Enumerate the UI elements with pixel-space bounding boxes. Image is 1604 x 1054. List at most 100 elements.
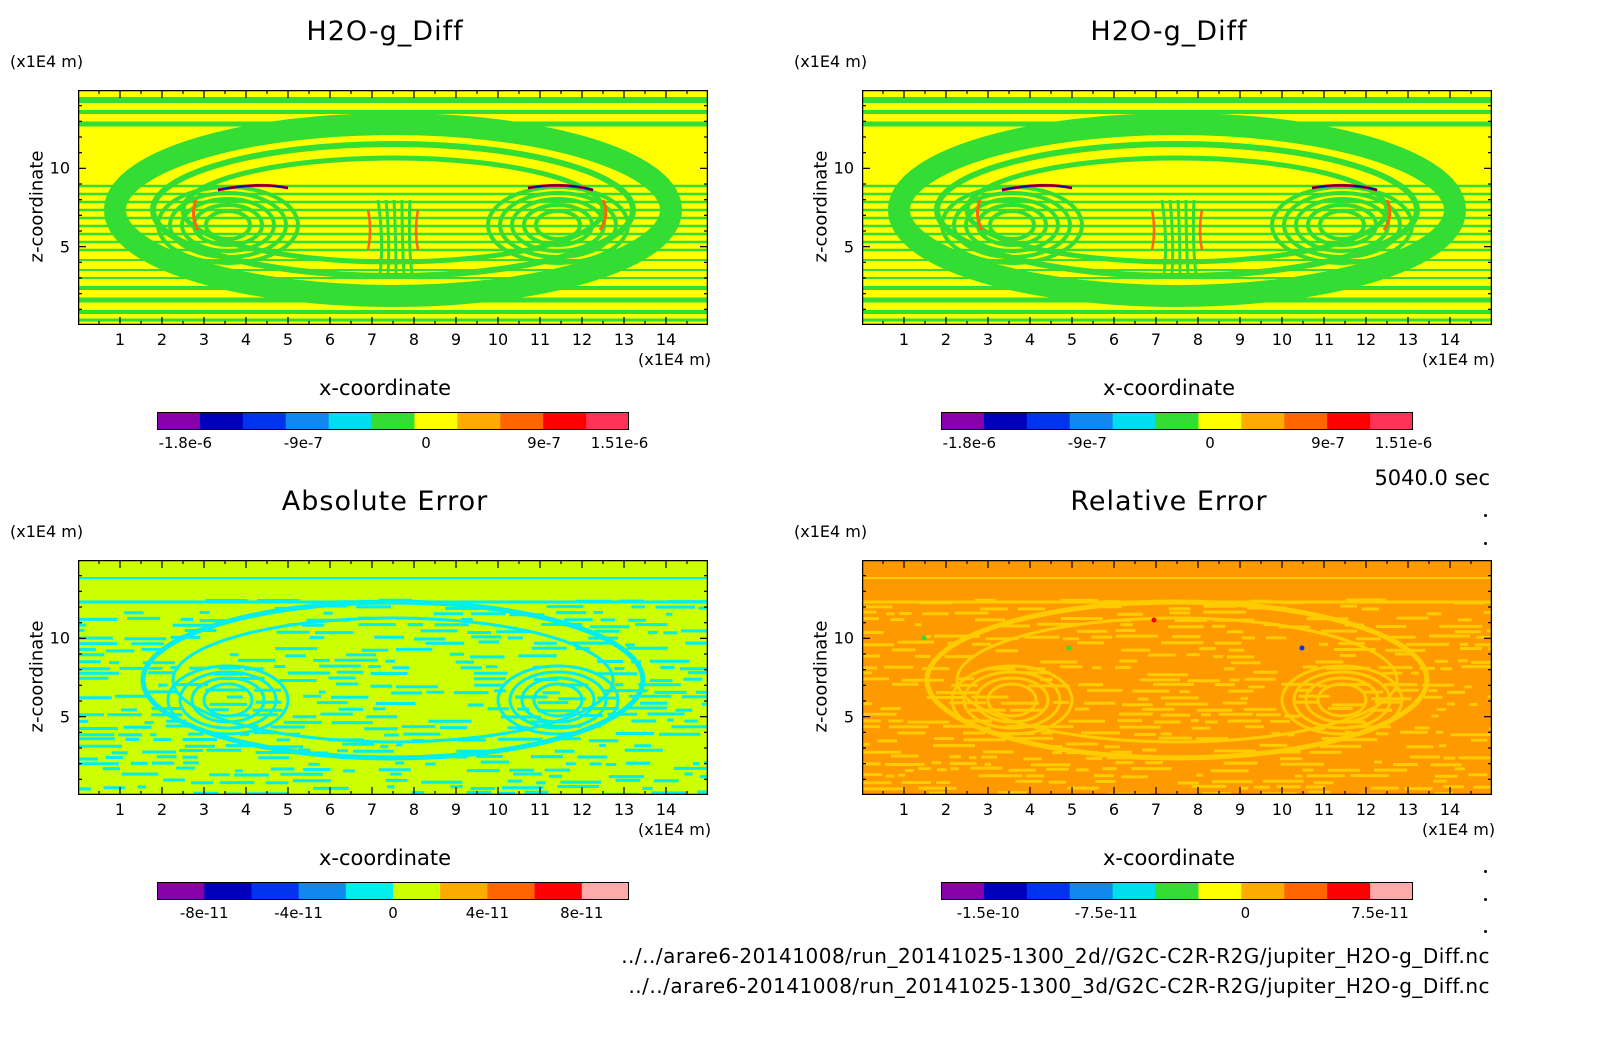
contour-plot <box>78 560 708 795</box>
x-tick-label: 6 <box>324 330 336 349</box>
colorbar-swatch <box>1155 882 1199 900</box>
contour-band <box>964 155 1390 265</box>
colorbar-swatch <box>581 882 629 900</box>
colorbar-swatch <box>298 882 347 900</box>
x-tick-label: 14 <box>655 800 677 819</box>
contour-band <box>150 141 636 279</box>
x-tick-label: 6 <box>1108 800 1120 819</box>
z-ticks: 5 10 <box>814 560 854 795</box>
contour-band <box>534 209 582 241</box>
colorbar-tick-label: -8e-11 <box>179 904 229 922</box>
z-tick-label: 10 <box>49 158 70 178</box>
x-tick-label: 5 <box>282 800 294 819</box>
contour-band <box>522 203 594 247</box>
x-tick-label: 7 <box>1150 330 1162 349</box>
x-tick-label: 11 <box>1313 800 1335 819</box>
contour-band <box>962 670 1062 730</box>
x-tick-label: 13 <box>613 330 635 349</box>
contour-band <box>964 197 1060 253</box>
x-tick-label: 2 <box>940 330 952 349</box>
panel-title: H2O-g_Diff <box>306 16 464 47</box>
contour-band <box>1318 209 1366 241</box>
colorbar-swatch <box>941 412 985 430</box>
x-ticks: 1 2 3 4 5 6 7 8 9 10 11 12 13 14 <box>78 330 708 350</box>
contour-band <box>532 682 584 718</box>
colorbar-swatch <box>1155 412 1199 430</box>
contour-band <box>520 676 596 724</box>
contour-band <box>366 209 372 251</box>
colorbar <box>157 412 629 430</box>
x-tick-label: 5 <box>1066 330 1078 349</box>
contour-band <box>414 209 420 251</box>
colorbar-tick-label: -9e-7 <box>283 434 323 452</box>
contour-field <box>862 560 1492 795</box>
x-tick-label: 9 <box>1234 800 1246 819</box>
x-unit-label: (x1E4 m) <box>1422 350 1496 369</box>
colorbar-swatch <box>1284 412 1328 430</box>
contour-band <box>924 599 1430 761</box>
x-tick-label: 10 <box>1271 800 1293 819</box>
x-tick-label: 9 <box>450 800 462 819</box>
x-tick-label: 2 <box>156 800 168 819</box>
colorbar-tick-label: -1.8e-6 <box>158 434 213 452</box>
contour-band <box>975 199 984 231</box>
x-tick-label: 4 <box>240 330 252 349</box>
colorbar-swatch <box>285 412 330 430</box>
colorbar-labels: -1.8e-6 -9e-7 0 9e-7 1.51e-6 <box>157 434 649 454</box>
z-tick-label: 5 <box>843 237 854 257</box>
contour-band <box>104 113 682 307</box>
contour-band <box>407 199 414 276</box>
colorbar-tick-label: -1.5e-10 <box>956 904 1020 922</box>
margin-dot <box>1484 870 1487 873</box>
colorbar-swatch <box>1241 882 1285 900</box>
z-tick-label: 10 <box>833 158 854 178</box>
colorbar-swatch <box>534 882 583 900</box>
contour-band <box>976 203 1048 247</box>
contour-band <box>1184 199 1190 276</box>
colorbar-swatch <box>1112 882 1157 900</box>
contour-band <box>217 184 289 191</box>
colorbar-tick-label: -1.8e-6 <box>942 434 997 452</box>
x-tick-label: 13 <box>1397 800 1419 819</box>
colorbar-swatches <box>941 882 1413 900</box>
colorbar-tick-label: 8e-11 <box>560 904 604 922</box>
x-axis-label: x-coordinate <box>1102 846 1235 870</box>
contour-band <box>1270 185 1414 265</box>
z-unit-label: (x1E4 m) <box>794 52 868 71</box>
colorbar-tick-label: 9e-7 <box>527 434 561 452</box>
x-tick-label: 12 <box>1355 330 1377 349</box>
file-path-1: ../../arare6-20141008/run_20141025-1300_… <box>621 944 1490 968</box>
x-axis-label: x-coordinate <box>318 376 451 400</box>
colorbar-swatch <box>1198 412 1242 430</box>
colorbar-swatch <box>500 412 544 430</box>
contour-band <box>140 599 646 761</box>
contour-band <box>888 113 1466 307</box>
contour-band <box>400 199 406 276</box>
colorbar-swatches <box>941 412 1413 430</box>
timestamp-label: 5040.0 sec <box>1374 466 1490 490</box>
contour-band <box>955 616 1399 744</box>
x-tick-label: 12 <box>1355 800 1377 819</box>
colorbar-swatch <box>487 882 536 900</box>
colorbar-swatch <box>1026 882 1071 900</box>
z-ticks: 5 10 <box>30 90 70 325</box>
colorbar-swatch <box>371 412 415 430</box>
margin-dot <box>1484 514 1487 517</box>
contour-band <box>527 184 594 191</box>
x-tick-label: 5 <box>1066 800 1078 819</box>
contour-band <box>986 682 1038 718</box>
contour-band <box>598 199 608 231</box>
contour-band <box>1191 199 1198 276</box>
colorbar-tick-label: 0 <box>1240 904 1251 922</box>
x-tick-label: 5 <box>282 330 294 349</box>
x-tick-label: 14 <box>1439 800 1461 819</box>
contour-band <box>1160 199 1168 276</box>
z-tick-label: 5 <box>59 707 70 727</box>
x-tick-label: 10 <box>487 330 509 349</box>
anomaly-dot <box>1299 645 1305 651</box>
panel-relative-error: Relative Error (x1E4 m) z-coordinate 5 10… <box>784 470 1564 940</box>
x-tick-label: 2 <box>156 330 168 349</box>
colorbar-tick-label: 1.51e-6 <box>1374 434 1433 452</box>
colorbar-swatch <box>157 882 205 900</box>
